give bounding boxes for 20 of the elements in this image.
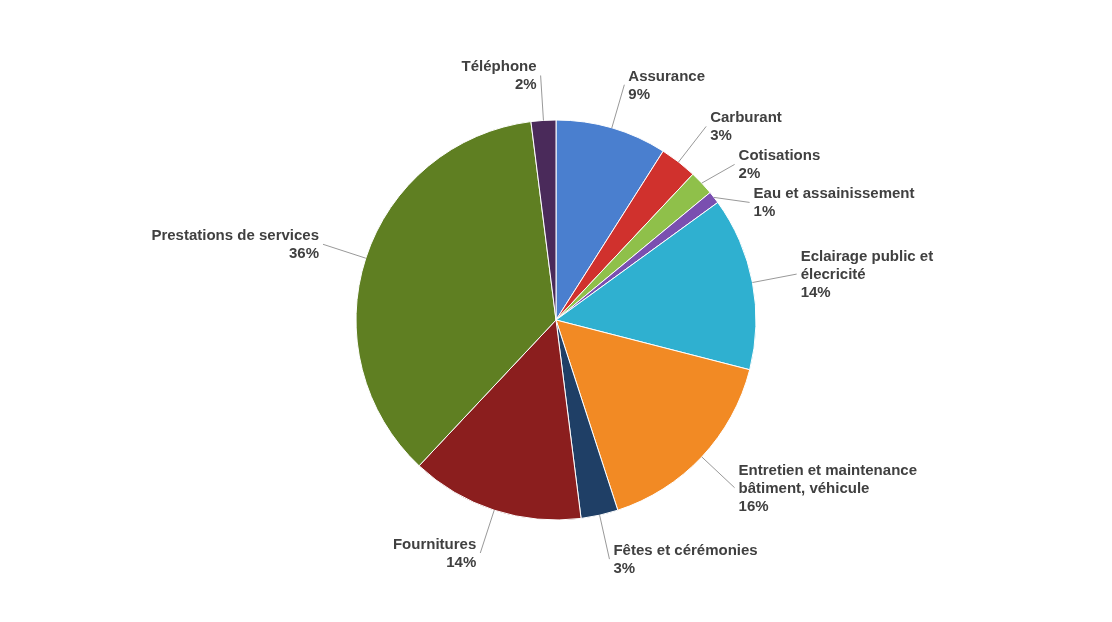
data-label: 36%	[288, 244, 319, 262]
slice-label: Carburant	[710, 108, 782, 126]
data-label: 14%	[800, 283, 831, 301]
data-label: 16%	[738, 496, 769, 514]
slice-label: Téléphone	[461, 57, 537, 75]
slice-label: Entretien et maintenance bâtiment, véhicule	[738, 460, 917, 496]
slice-label: Assurance	[628, 66, 706, 84]
data-label: 1%	[753, 202, 776, 220]
data-label: 2%	[514, 75, 537, 93]
slice-label: Fournitures	[392, 535, 477, 553]
slice-label: Prestations de services	[151, 226, 319, 244]
slice-label: Eclairage public et élecricité	[800, 247, 934, 283]
data-label: 3%	[613, 559, 636, 577]
data-label: 9%	[628, 84, 651, 102]
data-label: 3%	[710, 126, 732, 144]
slice-label: Fêtes et cérémonies	[613, 541, 758, 559]
data-label: 14%	[446, 553, 477, 571]
slice-label: Eau et assainissement	[753, 184, 915, 202]
slice-label: Cotisations	[738, 146, 821, 164]
data-label: 2%	[738, 164, 761, 182]
